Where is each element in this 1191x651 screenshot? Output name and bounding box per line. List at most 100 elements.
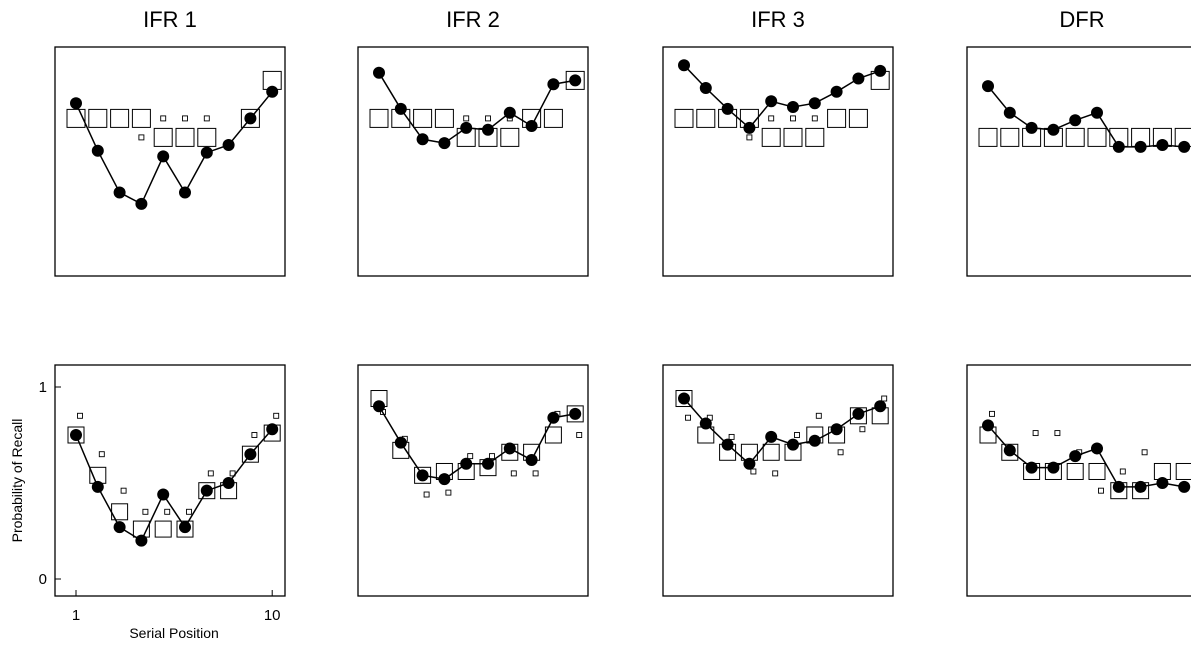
model-marker (827, 108, 847, 128)
model-marker-small (98, 451, 105, 458)
model-marker (978, 127, 998, 147)
data-point (70, 429, 82, 441)
data-point (460, 121, 473, 134)
model-marker-small (815, 412, 822, 419)
data-point (91, 480, 104, 493)
data-point (830, 85, 843, 98)
data-point (525, 120, 538, 132)
data-point (787, 101, 799, 113)
data-point (373, 66, 385, 79)
model-marker (696, 108, 716, 128)
data-point (438, 137, 451, 150)
data-point (179, 186, 191, 199)
data-point (438, 473, 451, 486)
model-marker-small (576, 432, 583, 438)
model-marker-small (1032, 430, 1039, 437)
model-marker (197, 127, 217, 147)
model-marker (175, 127, 195, 147)
model-marker (762, 443, 780, 461)
data-point (416, 133, 429, 146)
data-point (874, 400, 887, 413)
model-marker-small (772, 470, 779, 477)
data-point (830, 423, 843, 436)
data-point (1091, 106, 1103, 119)
data-point (503, 442, 516, 455)
data-point (569, 407, 582, 420)
data-point (503, 106, 516, 119)
data-point (787, 438, 799, 451)
data-point (157, 488, 170, 501)
model-marker-small (510, 470, 517, 477)
panel-title: IFR 1 (143, 7, 197, 32)
x-axis-label: Serial Position (129, 625, 219, 641)
model-marker (500, 127, 520, 147)
model-marker-small (423, 491, 430, 498)
data-point (373, 400, 385, 413)
data-point (1069, 114, 1082, 127)
model-marker-small (207, 470, 214, 477)
data-point (460, 457, 473, 470)
data-point (525, 453, 538, 466)
data-point (699, 417, 712, 430)
model-marker-small (164, 508, 171, 515)
model-marker-small (445, 489, 452, 496)
data-point (808, 97, 821, 110)
model-marker (369, 108, 389, 128)
data-point (721, 438, 734, 451)
y-axis-label: Probability of Recall (9, 419, 25, 543)
data-point (482, 123, 494, 136)
data-point (1178, 480, 1191, 493)
data-point (765, 430, 778, 443)
model-marker-small (160, 115, 167, 122)
data-point (113, 521, 126, 534)
model-marker-small (989, 410, 995, 417)
model-marker-small (532, 470, 539, 477)
data-point (1134, 480, 1147, 493)
data-line (378, 72, 576, 144)
data-point (482, 457, 494, 470)
model-marker (543, 108, 563, 128)
data-point (1156, 477, 1169, 489)
model-marker-small (463, 115, 470, 122)
data-point (547, 78, 560, 91)
data-point (982, 80, 994, 93)
model-marker-small (794, 432, 800, 438)
data-point (721, 102, 734, 115)
panel-frame (662, 46, 894, 277)
data-point (1025, 461, 1038, 474)
model-marker (153, 127, 173, 147)
data-point (1025, 121, 1038, 134)
data-point (1047, 123, 1060, 136)
model-marker-small (251, 432, 258, 438)
model-marker-small (685, 414, 691, 421)
data-point (1003, 106, 1016, 119)
panel-frame (966, 364, 1191, 597)
data-point (678, 59, 690, 72)
model-marker-small (467, 453, 474, 460)
model-marker-small (1054, 430, 1061, 437)
panel-frame (54, 46, 286, 277)
data-point (1178, 140, 1191, 153)
model-marker (413, 108, 433, 128)
data-point (852, 407, 865, 420)
data-point (394, 436, 407, 449)
data-point (222, 139, 235, 151)
data-point (1003, 444, 1016, 457)
data-point (743, 457, 756, 470)
data-point (113, 186, 126, 199)
data-point (135, 534, 148, 547)
data-point (1134, 140, 1147, 153)
model-marker-small (811, 115, 818, 122)
model-marker-small (1098, 487, 1104, 494)
model-marker-small (186, 508, 192, 515)
data-point (1047, 461, 1060, 474)
model-marker (1066, 462, 1084, 480)
data-point (678, 392, 690, 405)
data-point (699, 82, 712, 94)
model-marker-small (273, 412, 280, 419)
model-marker-small (746, 134, 753, 141)
data-point (266, 423, 279, 436)
data-point (1112, 480, 1125, 493)
model-marker-small (120, 487, 127, 494)
panel-frame (966, 46, 1191, 277)
